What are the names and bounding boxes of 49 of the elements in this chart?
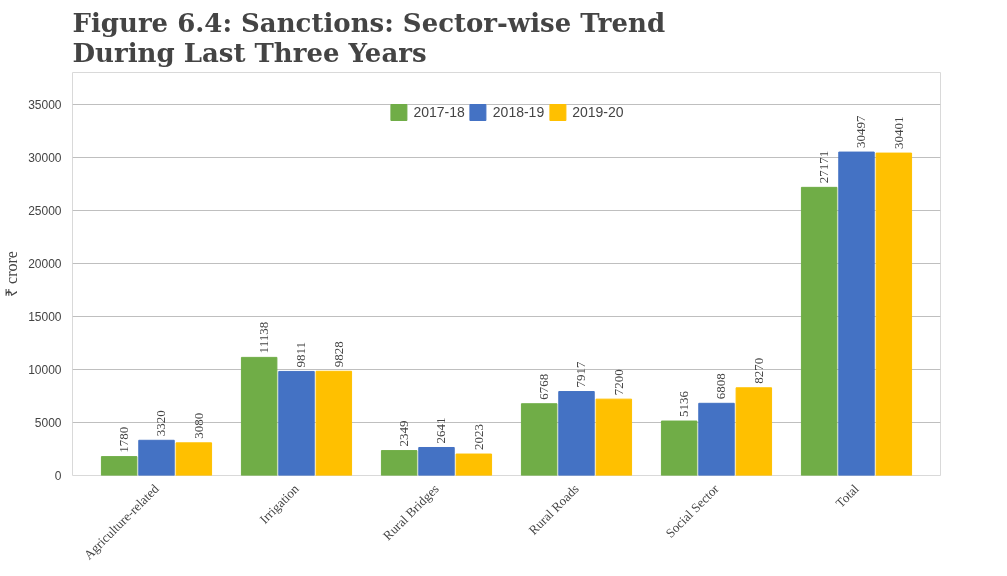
data-label: 1780 [116,426,132,453]
bar [315,370,353,476]
data-label: 30401 [890,116,906,150]
bar [175,442,213,476]
bar [595,398,633,476]
chart-title: Figure 6.4: Sanctions: Sector-wise Trend During Last Three Years [72,7,666,68]
data-label: 11138 [256,321,272,354]
data-label: 9828 [330,341,346,368]
data-label: 9811 [293,341,309,368]
data-label: 27171 [816,150,832,184]
data-label: 2349 [396,420,412,447]
legend-label: 2019-20 [572,104,624,120]
data-label: 6768 [536,373,552,400]
bar [240,356,278,476]
y-tick-label: 30000 [28,150,62,165]
bar [558,391,595,476]
bar [138,439,175,476]
bar [100,456,138,476]
data-label: 3320 [153,410,169,437]
bar [838,151,875,476]
y-tick-label: 5000 [34,415,62,430]
bar [698,402,735,476]
data-label: 8270 [750,357,766,384]
y-tick-label: 15000 [28,309,62,324]
bar [800,186,838,476]
legend-label: 2017-18 [413,104,465,120]
y-tick-label: 10000 [28,362,62,377]
bar [455,453,493,476]
bar [380,450,418,476]
bar [660,420,698,476]
legend-label: 2018-19 [492,104,545,120]
data-label: 2641 [433,417,449,444]
y-tick-label: 20000 [28,256,62,271]
data-label: 7200 [610,369,626,396]
bar [520,403,558,476]
bar [418,446,455,476]
data-label: 30497 [853,115,869,149]
y-tick-label: 0 [54,469,62,483]
bar [735,387,773,476]
bar [278,370,315,476]
data-label: 5136 [676,390,692,418]
bar [875,152,913,476]
data-label: 3080 [190,412,206,439]
data-label: 2023 [470,424,486,451]
y-tick-label: 25000 [28,203,62,218]
y-tick-label: 35000 [28,97,62,112]
y-axis-title: ₹ crore [3,251,21,297]
data-label: 6808 [713,373,729,400]
data-label: 7917 [573,361,589,388]
